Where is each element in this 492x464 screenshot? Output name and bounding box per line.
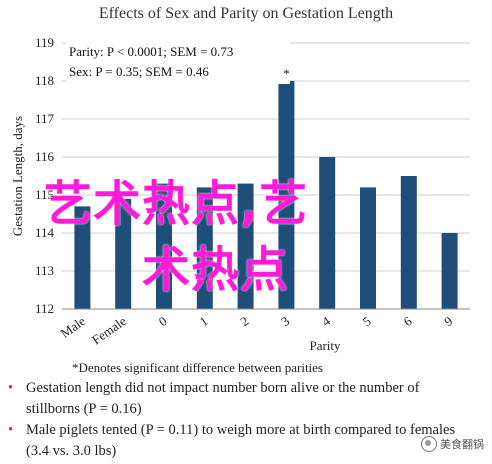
x-tick-label: 5 xyxy=(360,313,374,329)
stat-sex: Sex: P = 0.35; SEM = 0.46 xyxy=(69,64,209,79)
bar-2 xyxy=(237,183,254,309)
bullet-text: Male piglets tented (P = 0.11) to weigh … xyxy=(26,422,456,459)
y-tick-label: 112 xyxy=(35,301,54,316)
bar-4 xyxy=(319,157,336,309)
bar-0 xyxy=(156,183,172,309)
significance-footnote: *Denotes significant difference between … xyxy=(72,360,323,375)
y-tick-label: 114 xyxy=(35,225,55,240)
bullet-item: • Male piglets tented (P = 0.11) to weig… xyxy=(6,420,476,462)
annotations: * xyxy=(283,66,290,81)
x-tick-label: 9 xyxy=(441,313,455,329)
bar-3 xyxy=(278,81,295,309)
x-tick-label: 4 xyxy=(319,313,333,329)
bullet-text: Gestation length did not impact number b… xyxy=(26,380,420,417)
overlay-text-line2: 术热点 xyxy=(142,242,290,298)
y-tick-label: 118 xyxy=(35,73,54,88)
x-tick-label: 1 xyxy=(197,313,211,329)
overlay-text-line1: 艺术热点,艺 xyxy=(44,176,309,232)
bullet-dot: • xyxy=(8,380,14,396)
bar-5 xyxy=(360,187,376,309)
bullet-dot: • xyxy=(8,422,14,438)
chart: Effects of Sex and Parity on Gestation L… xyxy=(10,5,470,375)
y-tick-label: 116 xyxy=(35,149,55,164)
bullet-item: • Gestation length did not impact number… xyxy=(6,378,476,420)
y-axis-label: Gestation Length, days xyxy=(10,116,25,236)
bars xyxy=(74,81,458,309)
x-tick-label: 2 xyxy=(237,313,251,329)
y-tick-label: 119 xyxy=(35,35,54,50)
stat-parity: Parity: P < 0.0001; SEM = 0.73 xyxy=(69,44,233,59)
bar-male xyxy=(74,206,91,309)
x-tick-label: 6 xyxy=(401,313,415,329)
watermark-text: 美食翻锅 xyxy=(440,438,484,451)
watermark: 美食翻锅 xyxy=(421,436,484,452)
bar-female xyxy=(115,198,132,309)
significance-marker: * xyxy=(283,66,290,81)
y-tick-labels: 112 113 114 115 116 117 118 119 xyxy=(35,35,55,316)
stats-box xyxy=(66,40,290,84)
x-axis-label: Parity xyxy=(309,338,341,353)
x-tick-label: Male xyxy=(58,313,89,341)
bar-6 xyxy=(400,176,417,309)
y-tick-label: 113 xyxy=(35,263,54,278)
bullet-list: • Gestation length did not impact number… xyxy=(6,378,476,462)
x-tick-labels: Male Female 0 1 2 3 4 5 6 9 xyxy=(58,313,456,348)
bar-1 xyxy=(196,187,213,309)
y-tick-label: 117 xyxy=(35,111,55,126)
x-tick-label: 0 xyxy=(156,313,170,329)
x-tick-label: Female xyxy=(89,313,129,347)
x-tick-label: 3 xyxy=(278,313,292,329)
bar-9 xyxy=(441,233,458,309)
y-tick-label: 115 xyxy=(35,187,54,202)
chart-title: Effects of Sex and Parity on Gestation L… xyxy=(99,5,393,22)
wechat-icon xyxy=(421,436,437,452)
